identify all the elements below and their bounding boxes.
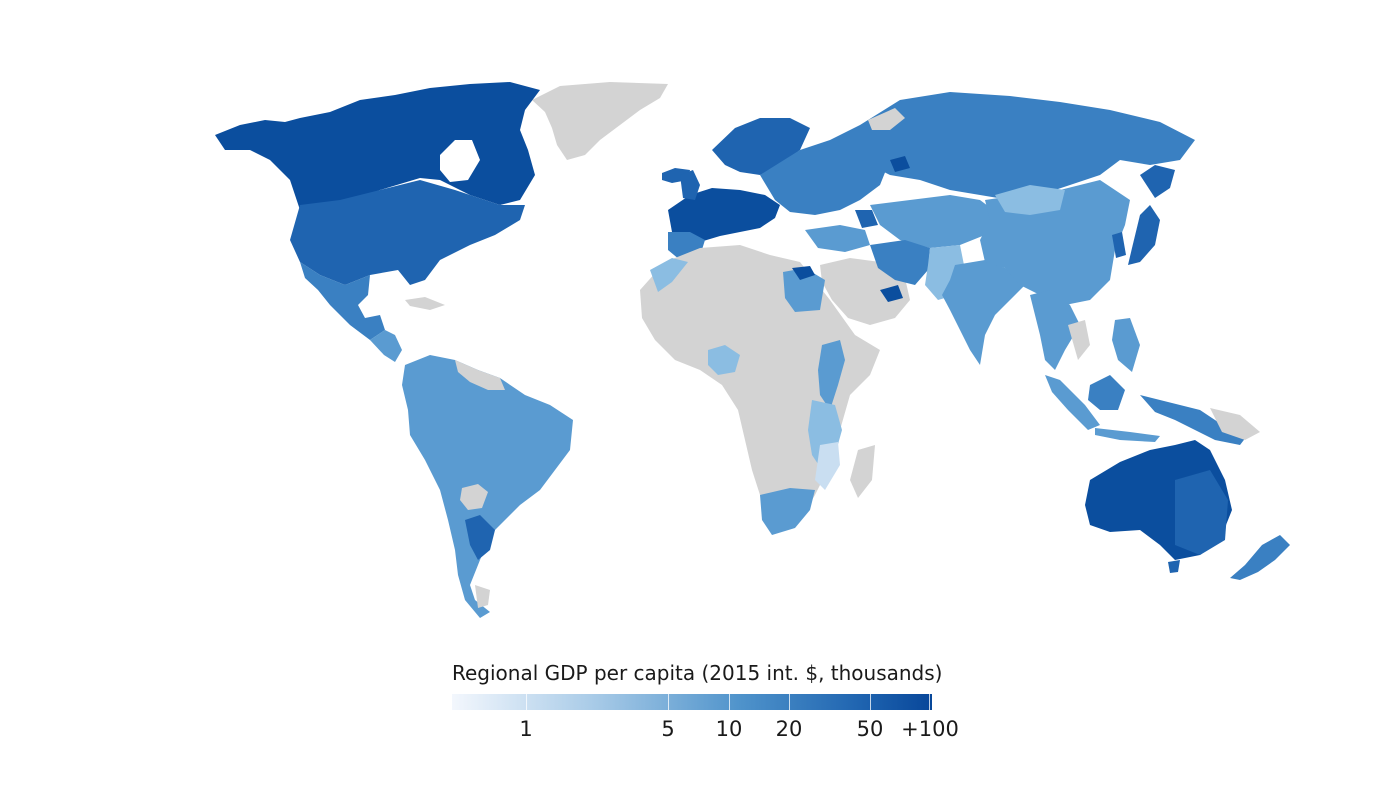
region-south-america <box>402 355 573 618</box>
region-mongolia <box>995 185 1065 215</box>
region-usa <box>290 180 525 285</box>
region-borneo <box>1088 375 1125 410</box>
legend-tick-mark <box>729 694 730 710</box>
legend-tick-mark <box>870 694 871 710</box>
region-java <box>1095 428 1160 442</box>
region-greenland <box>532 82 668 160</box>
legend-tick-label: 10 <box>715 717 743 741</box>
region-turkey <box>805 225 870 252</box>
region-cuba <box>405 297 445 310</box>
region-morocco <box>650 258 688 292</box>
region-mainland-southeast-asia <box>1030 290 1080 370</box>
region-myanmar-laos <box>1068 320 1090 360</box>
legend-tick-mark <box>526 694 527 710</box>
legend-tick-label: 1 <box>519 717 533 741</box>
region-tasmania <box>1168 560 1180 573</box>
region-korea <box>1112 232 1126 258</box>
legend-tick-label: +100 <box>901 717 959 741</box>
region-central-america <box>370 330 402 362</box>
legend-tick-mark <box>789 694 790 710</box>
legend-tick-label: 50 <box>856 717 884 741</box>
region-hudson-bay <box>440 140 480 182</box>
region-southern-cone <box>465 515 495 560</box>
region-philippines <box>1112 318 1140 372</box>
region-india <box>942 260 1025 365</box>
region-new-guinea-east <box>1210 408 1260 440</box>
region-sumatra <box>1045 375 1100 430</box>
legend-tick-label: 5 <box>661 717 675 741</box>
region-iran <box>870 240 930 285</box>
legend-color-bar <box>452 694 932 710</box>
region-egypt <box>783 268 825 312</box>
color-legend: Regional GDP per capita (2015 int. $, th… <box>450 660 960 760</box>
region-sakhalin-kamchatka <box>1140 165 1175 198</box>
legend-tick-mark <box>668 694 669 710</box>
region-new-zealand <box>1230 535 1290 580</box>
region-mexico <box>300 262 385 340</box>
region-british-isles <box>680 170 700 200</box>
legend-title: Regional GDP per capita (2015 int. $, th… <box>452 661 943 685</box>
region-japan <box>1128 205 1160 265</box>
legend-tick-mark <box>929 694 930 710</box>
region-south-africa <box>760 488 815 535</box>
region-central-asia <box>870 195 1000 248</box>
region-madagascar <box>850 445 875 498</box>
legend-tick-label: 20 <box>775 717 803 741</box>
region-nile-delta <box>792 266 815 280</box>
region-russia <box>830 92 1195 200</box>
region-mozambique <box>815 442 840 490</box>
region-moscow <box>890 156 910 172</box>
region-nigeria <box>708 345 740 375</box>
region-bolivia-paraguay <box>460 484 488 510</box>
region-sulawesi-papua <box>1140 395 1250 445</box>
region-middle-east-arabia <box>820 258 910 325</box>
region-patagonia <box>475 585 490 608</box>
region-western-europe <box>668 188 780 242</box>
region-australia-southeast <box>1175 470 1228 555</box>
region-eastern-europe <box>760 140 890 215</box>
region-ethiopia-kenya <box>818 340 845 410</box>
region-novaya-zemlya <box>868 108 905 130</box>
region-caucasus <box>855 210 878 228</box>
region-guianas <box>455 360 505 390</box>
region-uae <box>880 285 903 302</box>
